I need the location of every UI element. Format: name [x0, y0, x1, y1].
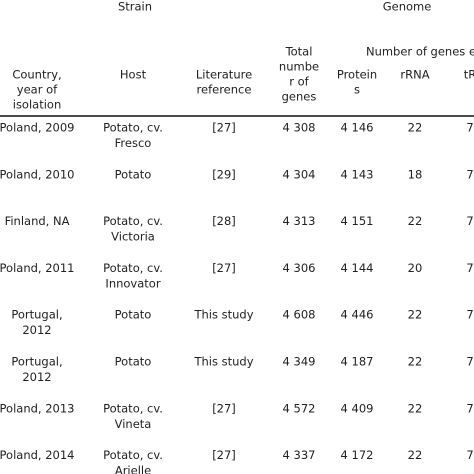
cell: Fresco: [115, 136, 152, 150]
column-header: Protein: [337, 68, 377, 82]
cell: 7: [466, 261, 473, 275]
cell: Potato, cv.: [103, 448, 163, 462]
cell: 2012: [22, 323, 51, 337]
cell: [27]: [212, 401, 236, 415]
column-header: numbe: [279, 60, 319, 74]
cell: [27]: [212, 261, 236, 275]
column-header: Country,: [12, 68, 61, 82]
cell: 7: [466, 214, 473, 228]
cell: Potato, cv.: [103, 261, 163, 275]
cell: 4 313: [283, 214, 316, 228]
cell: [28]: [212, 214, 236, 228]
cell: Portugal,: [11, 355, 62, 369]
column-header: Host: [120, 68, 147, 82]
cell: [27]: [212, 121, 236, 135]
cell: 20: [408, 261, 423, 275]
cell: 22: [408, 401, 423, 415]
column-header: rRNA: [400, 68, 429, 82]
cell: Potato, cv.: [103, 214, 163, 228]
cell: 4 572: [283, 401, 316, 415]
cell: Poland, 2011: [0, 261, 74, 275]
cell: 22: [408, 121, 423, 135]
cell: Portugal,: [11, 308, 62, 322]
cell: 18: [408, 167, 423, 181]
cell: Potato: [115, 167, 152, 181]
cell: 7: [466, 355, 473, 369]
cell: Poland, 2014: [0, 448, 74, 462]
cell: This study: [193, 308, 253, 322]
column-header: r of: [289, 75, 309, 89]
cell: Victoria: [111, 230, 155, 244]
cell: 4 304: [283, 167, 316, 181]
cell: 7: [466, 121, 473, 135]
group-header: Genome: [383, 0, 432, 14]
cell: 4 172: [341, 448, 374, 462]
cell: 4 446: [341, 308, 374, 322]
cell: Potato: [115, 355, 152, 369]
cell: 4 146: [341, 121, 374, 135]
cell: 4 337: [283, 448, 316, 462]
column-header: s: [354, 83, 360, 97]
cell: 7: [466, 308, 473, 322]
cell: This study: [193, 355, 253, 369]
cell: [27]: [212, 448, 236, 462]
cell: 2012: [22, 370, 51, 384]
cell: 4 308: [283, 121, 316, 135]
column-header: year of: [17, 83, 58, 97]
cell: 4 144: [341, 261, 374, 275]
column-header: isolation: [13, 98, 62, 112]
column-header: Total: [285, 45, 313, 59]
cell: 4 409: [341, 401, 374, 415]
cell: 7: [466, 167, 473, 181]
cell: Finland, NA: [5, 214, 70, 228]
cell: 4 349: [283, 355, 316, 369]
cell: 4 608: [283, 308, 316, 322]
cell: 4 143: [341, 167, 374, 181]
cell: 22: [408, 214, 423, 228]
column-header: reference: [197, 83, 252, 97]
cell: 4 151: [341, 214, 374, 228]
cell: 4 306: [283, 261, 316, 275]
cell: Arielle: [115, 464, 151, 474]
cell: Vineta: [115, 417, 152, 431]
column-header: Literature: [196, 68, 252, 82]
cell: Potato, cv.: [103, 121, 163, 135]
cell: 22: [408, 308, 423, 322]
cell: 22: [408, 355, 423, 369]
cell: [29]: [212, 167, 236, 181]
column-header: genes: [282, 90, 317, 104]
cell: Poland, 2009: [0, 121, 74, 135]
cell: Innovator: [105, 276, 160, 290]
group-header: Number of genes e: [366, 45, 474, 59]
cell: 4 187: [341, 355, 374, 369]
cell: Potato, cv.: [103, 401, 163, 415]
group-header: Strain: [118, 0, 152, 14]
cell: 22: [408, 448, 423, 462]
column-header: tR: [464, 68, 474, 82]
cell: 7: [466, 401, 473, 415]
cell: Poland, 2013: [0, 401, 74, 415]
cell: Poland, 2010: [0, 167, 74, 181]
cell: Potato: [115, 308, 152, 322]
cell: 7: [466, 448, 473, 462]
